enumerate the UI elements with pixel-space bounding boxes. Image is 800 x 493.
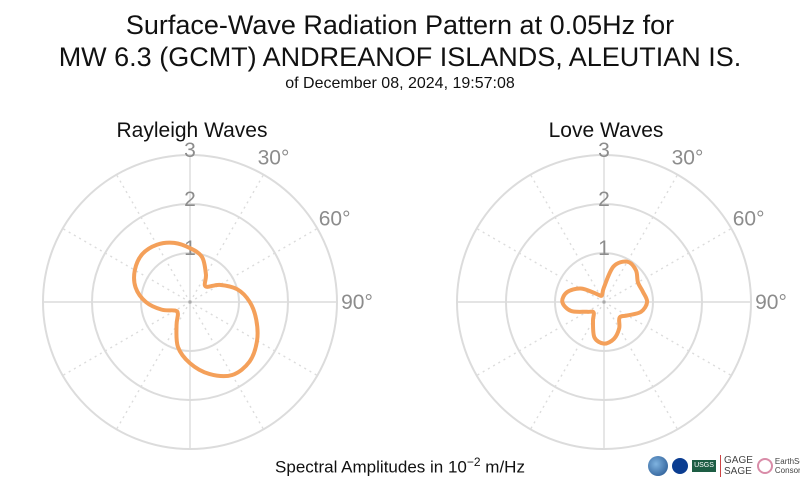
- usgs-logo: USGS: [692, 460, 716, 472]
- rayleigh-panel-title: Rayleigh Waves: [116, 119, 268, 142]
- footer-units: Spectral Amplitudes in 10−2 m/Hz: [0, 455, 800, 478]
- rayleigh-spoke-330: [115, 174, 191, 303]
- love-r-tick-label: 3: [598, 139, 610, 162]
- earthscope-mark-icon: [756, 458, 773, 474]
- love-ring-1: [554, 252, 654, 352]
- love-spoke-60: [603, 227, 732, 303]
- rayleigh-ring-1: [140, 252, 240, 352]
- footer-suffix: m/Hz: [480, 457, 525, 477]
- nasa-logo-icon: [672, 458, 688, 474]
- rayleigh-center-dot: [188, 300, 192, 304]
- love-center-dot: [602, 300, 606, 304]
- rayleigh-spoke-120: [189, 301, 318, 377]
- rayleigh-spoke-240: [62, 301, 191, 377]
- love-panel-title: Love Waves: [548, 119, 664, 142]
- love-spoke-150: [603, 301, 679, 430]
- rayleigh-spoke-60: [189, 227, 318, 303]
- rayleigh-ring-3: [42, 154, 338, 450]
- rayleigh-spoke-300: [62, 227, 191, 303]
- love-spoke-330: [529, 174, 605, 303]
- rayleigh-theta-tick-label: 30°: [258, 146, 290, 169]
- chart-subtitle-date: of December 08, 2024, 19:57:08: [285, 75, 515, 92]
- nsf-logo-icon: [648, 456, 668, 476]
- chart-title-line1: Surface-Wave Radiation Pattern at 0.05Hz…: [125, 10, 675, 40]
- love-spoke-30: [603, 174, 679, 303]
- love-r-tick-label: 2: [598, 188, 610, 211]
- rayleigh-r-tick-label: 3: [184, 139, 196, 162]
- love-radiation-pattern-line: [560, 259, 650, 346]
- love-ring-2: [505, 203, 703, 401]
- footer-prefix: Spectral Amplitudes in 10: [275, 457, 467, 477]
- rayleigh-radiation-pattern-line: [132, 240, 260, 379]
- rayleigh-spoke-30: [189, 174, 265, 303]
- chart-title-line2: MW 6.3 (GCMT) ANDREANOF ISLANDS, ALEUTIA…: [58, 42, 742, 72]
- love-ring-3: [456, 154, 752, 450]
- rayleigh-theta-tick-label: 60°: [319, 208, 351, 231]
- love-theta-tick-label: 90°: [755, 291, 787, 314]
- consortium-label: Consortium: [774, 466, 800, 475]
- rayleigh-spoke-150: [189, 301, 265, 430]
- sponsor-logos: USGS GAGE SAGE EarthScope Consortium: [648, 448, 800, 484]
- love-r-tick-label: 1: [598, 237, 610, 260]
- earthscope-logo: EarthScope Consortium: [756, 457, 800, 475]
- love-spoke-240: [476, 301, 605, 377]
- earthscope-label: EarthScope: [774, 457, 800, 466]
- rayleigh-r-tick-label: 2: [184, 188, 196, 211]
- rayleigh-spoke-210: [115, 301, 191, 430]
- love-theta-tick-label: 30°: [672, 146, 704, 169]
- love-theta-tick-label: 60°: [733, 208, 765, 231]
- footer-exponent: −2: [466, 455, 481, 469]
- sage-label: SAGE: [724, 466, 752, 477]
- rayleigh-theta-tick-label: 90°: [341, 291, 373, 314]
- rayleigh-ring-2: [91, 203, 289, 401]
- love-spoke-120: [603, 301, 732, 377]
- gage-sage-logo: GAGE SAGE: [720, 455, 753, 477]
- gage-label: GAGE: [724, 455, 753, 466]
